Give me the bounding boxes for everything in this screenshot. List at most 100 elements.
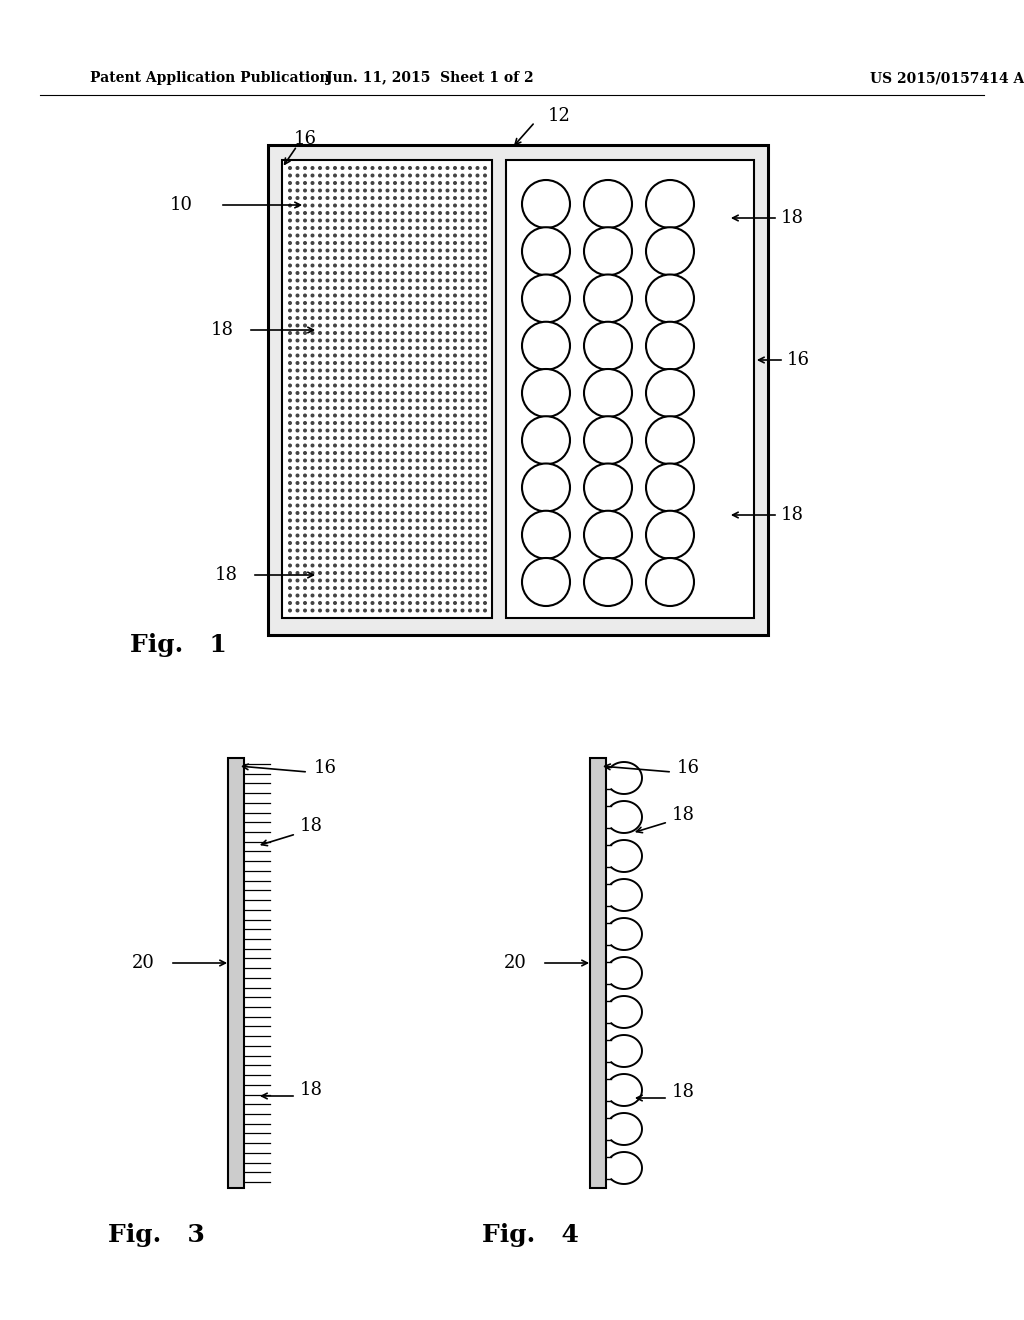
Circle shape (431, 414, 434, 417)
Circle shape (401, 399, 403, 401)
Circle shape (334, 421, 336, 424)
Circle shape (349, 557, 351, 560)
Circle shape (461, 205, 464, 207)
Circle shape (454, 339, 457, 342)
Circle shape (469, 347, 471, 350)
Circle shape (289, 610, 291, 611)
Circle shape (364, 339, 367, 342)
Circle shape (304, 564, 306, 566)
Circle shape (469, 392, 471, 395)
Circle shape (289, 211, 291, 214)
Circle shape (371, 242, 374, 244)
Circle shape (364, 370, 367, 372)
Circle shape (311, 331, 313, 334)
Circle shape (401, 496, 403, 499)
Circle shape (461, 370, 464, 372)
Circle shape (371, 437, 374, 440)
Circle shape (318, 219, 322, 222)
Circle shape (469, 286, 471, 289)
Circle shape (334, 459, 336, 462)
Circle shape (393, 421, 396, 424)
Circle shape (483, 189, 486, 191)
Circle shape (327, 272, 329, 275)
Circle shape (289, 280, 291, 281)
Circle shape (341, 504, 344, 507)
Circle shape (289, 331, 291, 334)
Circle shape (416, 234, 419, 236)
Circle shape (311, 407, 313, 409)
Circle shape (318, 325, 322, 327)
Circle shape (349, 249, 351, 252)
Circle shape (356, 189, 358, 191)
Circle shape (393, 594, 396, 597)
Circle shape (364, 557, 367, 560)
Circle shape (446, 317, 449, 319)
Text: 18: 18 (300, 817, 323, 836)
Circle shape (416, 504, 419, 507)
Circle shape (349, 370, 351, 372)
Bar (268, 145, 768, 635)
Circle shape (341, 512, 344, 515)
Circle shape (461, 572, 464, 574)
Circle shape (371, 302, 374, 305)
Circle shape (454, 549, 457, 552)
Circle shape (401, 249, 403, 252)
Circle shape (401, 504, 403, 507)
Circle shape (438, 421, 441, 424)
Circle shape (393, 384, 396, 387)
Circle shape (364, 264, 367, 267)
Circle shape (296, 205, 299, 207)
Circle shape (356, 280, 358, 281)
Circle shape (356, 302, 358, 305)
Circle shape (304, 519, 306, 521)
Circle shape (371, 286, 374, 289)
Circle shape (438, 496, 441, 499)
Circle shape (311, 370, 313, 372)
Circle shape (304, 496, 306, 499)
Circle shape (476, 496, 479, 499)
Circle shape (483, 197, 486, 199)
Circle shape (371, 602, 374, 605)
Circle shape (311, 211, 313, 214)
Circle shape (393, 166, 396, 169)
Circle shape (461, 504, 464, 507)
Circle shape (349, 309, 351, 312)
Circle shape (371, 354, 374, 356)
Circle shape (289, 219, 291, 222)
Circle shape (304, 594, 306, 597)
Circle shape (341, 496, 344, 499)
Circle shape (416, 610, 419, 611)
Circle shape (289, 174, 291, 177)
Circle shape (522, 275, 570, 322)
Circle shape (483, 302, 486, 305)
Circle shape (364, 294, 367, 297)
Circle shape (296, 249, 299, 252)
Circle shape (438, 467, 441, 470)
Circle shape (289, 437, 291, 440)
Circle shape (379, 496, 381, 499)
Circle shape (469, 205, 471, 207)
Circle shape (461, 392, 464, 395)
Circle shape (416, 384, 419, 387)
Circle shape (327, 564, 329, 566)
Circle shape (327, 549, 329, 552)
Circle shape (424, 451, 426, 454)
Circle shape (296, 174, 299, 177)
Circle shape (393, 527, 396, 529)
Circle shape (364, 354, 367, 356)
Circle shape (446, 211, 449, 214)
Circle shape (424, 174, 426, 177)
Circle shape (341, 197, 344, 199)
Circle shape (416, 541, 419, 544)
Circle shape (349, 384, 351, 387)
Circle shape (401, 197, 403, 199)
Circle shape (379, 370, 381, 372)
Circle shape (461, 354, 464, 356)
Circle shape (454, 370, 457, 372)
Circle shape (454, 437, 457, 440)
Circle shape (476, 421, 479, 424)
Circle shape (334, 384, 336, 387)
Circle shape (386, 437, 389, 440)
Circle shape (311, 535, 313, 537)
Circle shape (476, 249, 479, 252)
